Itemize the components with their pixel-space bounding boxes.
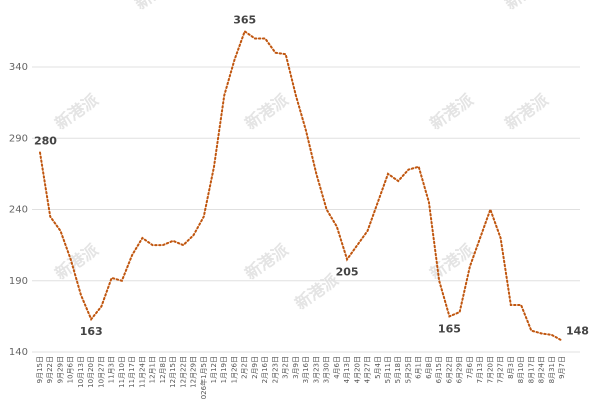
x-tick-label: 10月6日 <box>67 356 75 383</box>
x-tick-label: 6月29日 <box>456 356 464 383</box>
x-tick-label: 9月7日 <box>558 356 566 379</box>
x-tick-label: 2月23日 <box>271 356 279 383</box>
x-tick-label: 3月2日 <box>282 356 290 379</box>
x-tick-label: 8月24日 <box>538 356 546 383</box>
value-label: 165 <box>438 322 461 335</box>
x-tick-label: 11月17日 <box>128 356 136 388</box>
x-tick-label: 6月1日 <box>415 356 423 379</box>
y-tick-label: 340 <box>9 62 28 73</box>
x-tick-label: 4月27日 <box>364 356 372 383</box>
x-tick-label: 11月24日 <box>138 356 146 388</box>
x-tick-label: 6月15日 <box>435 356 443 383</box>
x-tick-label: 3月23日 <box>312 356 320 383</box>
y-tick-label: 290 <box>9 133 28 144</box>
x-tick-label: 10月20日 <box>87 356 95 388</box>
y-tick-label: 240 <box>9 205 28 216</box>
x-tick-label: 12月1日 <box>149 356 157 383</box>
data-line <box>39 29 563 342</box>
watermark: 新港派 <box>51 90 102 134</box>
value-label: 365 <box>233 13 256 26</box>
x-tick-label: 7月6日 <box>466 356 474 379</box>
y-tick-label: 190 <box>9 276 28 287</box>
x-tick-label: 3月9日 <box>292 356 300 379</box>
x-tick-label: 9月22日 <box>46 356 54 383</box>
x-tick-label: 6月8日 <box>425 356 433 379</box>
x-tick-label: 5月4日 <box>374 356 382 379</box>
watermark: 新港派 <box>51 240 102 284</box>
watermark: 新港派 <box>241 240 292 284</box>
x-tick-label: 10月27日 <box>97 356 105 388</box>
x-tick-label: 12月8日 <box>159 356 167 383</box>
x-tick-label: 6月22日 <box>445 356 453 383</box>
x-tick-label: 1月26日 <box>230 356 238 383</box>
x-tick-label: 5月25日 <box>404 356 412 383</box>
x-tick-label: 7月13日 <box>476 356 484 383</box>
y-tick-label: 140 <box>9 347 28 358</box>
x-tick-label: 3月16日 <box>302 356 310 383</box>
x-tick-label: 1月19日 <box>220 356 228 383</box>
x-tick-label: 12月15日 <box>169 356 177 388</box>
x-tick-label: 2月2日 <box>241 356 249 379</box>
x-tick-label: 12月22日 <box>179 356 187 388</box>
watermark: 新港派 <box>426 90 477 134</box>
watermark: 新港派 <box>241 90 292 134</box>
value-label: 205 <box>336 265 359 278</box>
x-tick-label: 4月13日 <box>343 356 351 383</box>
x-tick-label: 7月20日 <box>486 356 494 383</box>
x-tick-label: 4月20日 <box>353 356 361 383</box>
x-tick-label: 8月17日 <box>527 356 535 383</box>
value-label: 163 <box>80 325 103 338</box>
watermark: 新港派 <box>131 0 182 13</box>
x-tick-label: 11月3日 <box>108 356 116 383</box>
x-tick-label: 5月11日 <box>384 356 392 383</box>
x-tick-label: 8月10日 <box>517 356 525 383</box>
x-tick-label: 3月30日 <box>323 356 331 383</box>
x-tick-label: 4月6日 <box>333 356 341 379</box>
x-tick-label: 8月31日 <box>548 356 556 383</box>
x-tick-label: 8月3日 <box>507 356 515 379</box>
value-label: 280 <box>34 135 57 148</box>
x-tick-label: 9月29日 <box>56 356 64 383</box>
x-tick-label: 7月27日 <box>497 356 505 383</box>
x-tick-label: 1月12日 <box>210 356 218 383</box>
watermark: 新港派 <box>501 0 552 13</box>
watermark: 新港派 <box>501 90 552 134</box>
x-tick-label: 2月16日 <box>261 356 269 383</box>
x-tick-label: 2月9日 <box>251 356 259 379</box>
value-label: 148 <box>566 325 589 338</box>
x-tick-label: 5月18日 <box>394 356 402 383</box>
x-tick-label: 10月13日 <box>77 356 85 388</box>
x-tick-label: 12月29日 <box>190 356 198 388</box>
x-tick-label: 2026年1月5日 <box>199 356 208 400</box>
x-tick-label: 11月10日 <box>118 356 126 388</box>
x-tick-label: 9月15日 <box>36 356 44 383</box>
